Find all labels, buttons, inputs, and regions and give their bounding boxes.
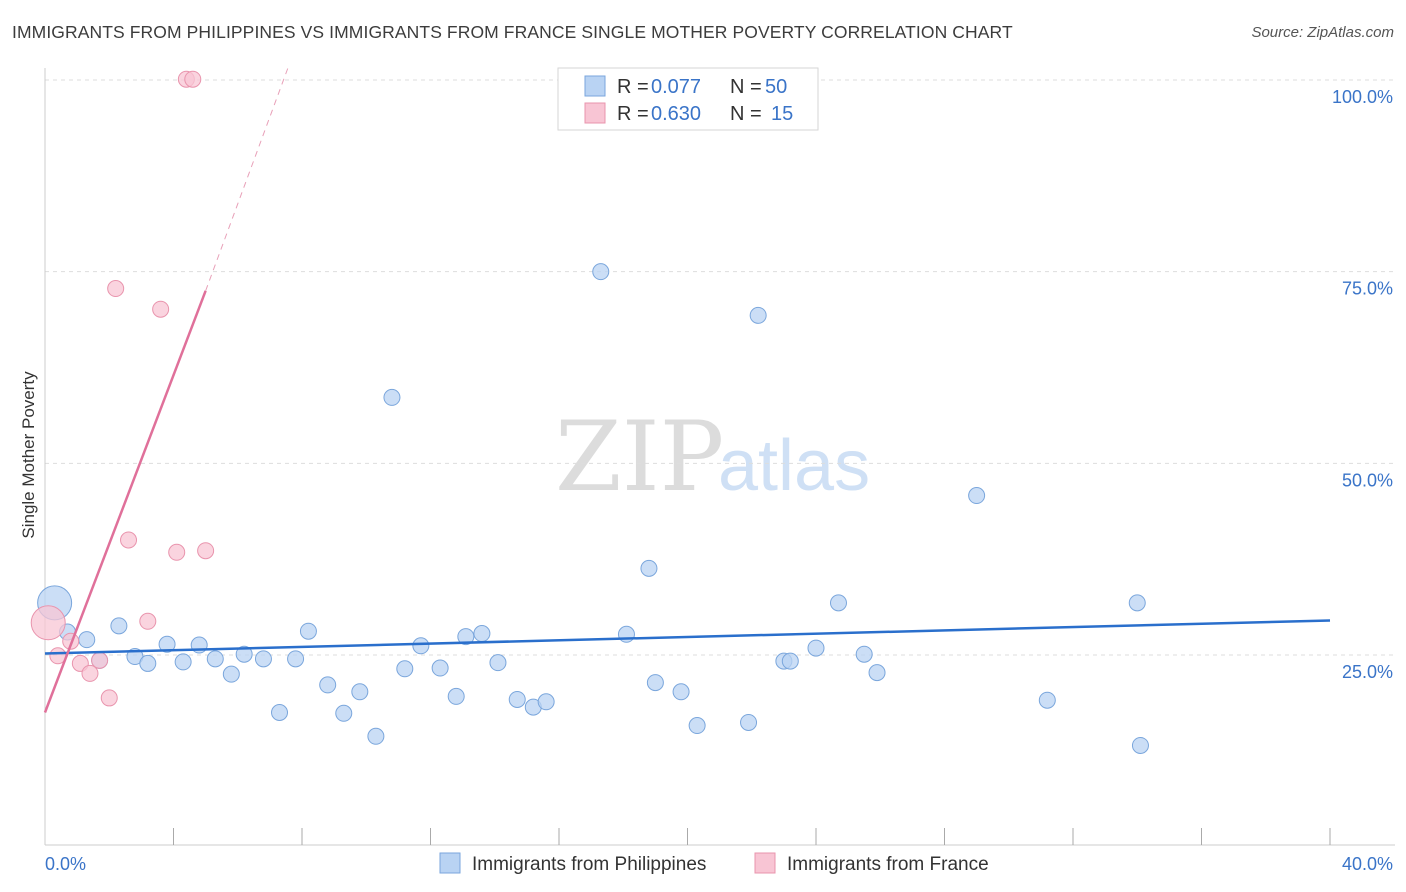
philippines-point bbox=[110, 617, 128, 635]
france-point bbox=[184, 70, 202, 88]
source-label: Source: ZipAtlas.com bbox=[1251, 24, 1394, 41]
philippines-point bbox=[672, 683, 690, 701]
y-axis-title: Single Mother Poverty bbox=[19, 371, 38, 539]
legend-r-label-2: R = bbox=[617, 103, 649, 125]
philippines-point bbox=[592, 263, 610, 281]
philippines-point bbox=[396, 660, 414, 678]
philippines-point bbox=[351, 683, 369, 701]
philippines-point bbox=[299, 622, 317, 640]
france-point bbox=[139, 612, 157, 630]
legend-n-value-2: 15 bbox=[771, 103, 793, 125]
philippines-point bbox=[271, 704, 289, 721]
france-point bbox=[197, 542, 215, 560]
legend-swatch-pink bbox=[584, 102, 606, 124]
philippines-point bbox=[646, 674, 664, 692]
bottom-legend-swatch-blue bbox=[439, 852, 461, 874]
philippines-point bbox=[457, 628, 475, 646]
philippines-point bbox=[287, 650, 305, 668]
y-tick-label: 100.0% bbox=[1332, 87, 1393, 107]
philippines-point bbox=[829, 594, 847, 612]
philippines-point bbox=[868, 664, 886, 682]
philippines-point bbox=[412, 637, 430, 655]
philippines-point bbox=[807, 639, 825, 657]
philippines-point bbox=[489, 654, 507, 672]
legend-r-value-1: 0.077 bbox=[651, 76, 701, 98]
y-tick-label: 75.0% bbox=[1342, 279, 1393, 299]
france-point bbox=[120, 531, 138, 549]
philippines-point bbox=[473, 625, 491, 643]
y-tick-label: 50.0% bbox=[1342, 470, 1393, 490]
philippines-point bbox=[78, 631, 96, 649]
france-point bbox=[152, 300, 170, 318]
y-tick-label: 25.0% bbox=[1342, 662, 1393, 682]
bottom-legend: Immigrants from Philippines Immigrants f… bbox=[439, 852, 989, 875]
legend-n-value-1: 50 bbox=[765, 76, 787, 98]
philippines-point bbox=[749, 306, 767, 324]
legend-r-label-1: R = bbox=[617, 76, 649, 98]
watermark-atlas: atlas bbox=[718, 426, 870, 506]
philippines-trend-line bbox=[44, 619, 1331, 655]
philippines-point bbox=[855, 645, 873, 663]
philippines-point bbox=[740, 713, 758, 731]
philippines-point bbox=[1128, 594, 1146, 612]
philippines-point bbox=[781, 652, 799, 670]
legend: R = 0.077 N = 50 R = 0.630 N = 15 bbox=[557, 67, 819, 131]
france-point bbox=[91, 651, 109, 669]
philippines-point bbox=[206, 650, 224, 668]
legend-n-label-2: N = bbox=[730, 103, 762, 125]
x-tick-label: 40.0% bbox=[1342, 854, 1393, 874]
france-point bbox=[100, 689, 118, 707]
bottom-legend-philippines: Immigrants from Philippines bbox=[472, 854, 706, 875]
philippines-point bbox=[254, 650, 272, 668]
philippines-point bbox=[431, 659, 449, 677]
philippines-point bbox=[1131, 736, 1149, 754]
france-trend-extension bbox=[205, 64, 290, 292]
legend-n-label-1: N = bbox=[730, 76, 762, 98]
france-point bbox=[107, 280, 125, 298]
philippines-point bbox=[139, 654, 157, 672]
trend-lines bbox=[43, 64, 1331, 713]
france-point bbox=[168, 543, 186, 561]
axes bbox=[44, 68, 1395, 846]
philippines-point bbox=[319, 676, 337, 694]
philippines-point bbox=[174, 653, 192, 671]
philippines-point bbox=[235, 645, 253, 663]
philippines-point bbox=[508, 690, 526, 708]
philippines-point bbox=[367, 727, 385, 745]
chart-title: IMMIGRANTS FROM PHILIPPINES VS IMMIGRANT… bbox=[12, 22, 1013, 42]
philippines-point bbox=[335, 704, 353, 722]
philippines-point bbox=[1038, 691, 1056, 709]
watermark-zip: ZIP bbox=[555, 401, 724, 513]
philippines-point bbox=[968, 487, 986, 505]
philippines-point bbox=[383, 388, 401, 406]
philippines-point bbox=[688, 717, 706, 735]
france-points bbox=[30, 70, 215, 707]
france-point bbox=[81, 664, 99, 682]
x-tick-label: 0.0% bbox=[45, 854, 86, 874]
tick-labels: 25.0% 50.0% 75.0% 100.0% 0.0% 40.0% bbox=[45, 87, 1393, 874]
france-trend-line bbox=[43, 290, 207, 713]
france-point bbox=[30, 605, 66, 641]
bottom-legend-france: Immigrants from France bbox=[787, 854, 989, 875]
gridlines bbox=[45, 79, 1395, 656]
philippines-point bbox=[222, 665, 240, 683]
legend-swatch-blue bbox=[584, 75, 606, 97]
philippines-point bbox=[537, 693, 555, 711]
philippines-point bbox=[640, 559, 658, 577]
bottom-legend-swatch-pink bbox=[754, 852, 776, 874]
legend-r-value-2: 0.630 bbox=[651, 103, 701, 125]
philippines-point bbox=[447, 687, 465, 705]
philippines-point bbox=[158, 635, 176, 653]
